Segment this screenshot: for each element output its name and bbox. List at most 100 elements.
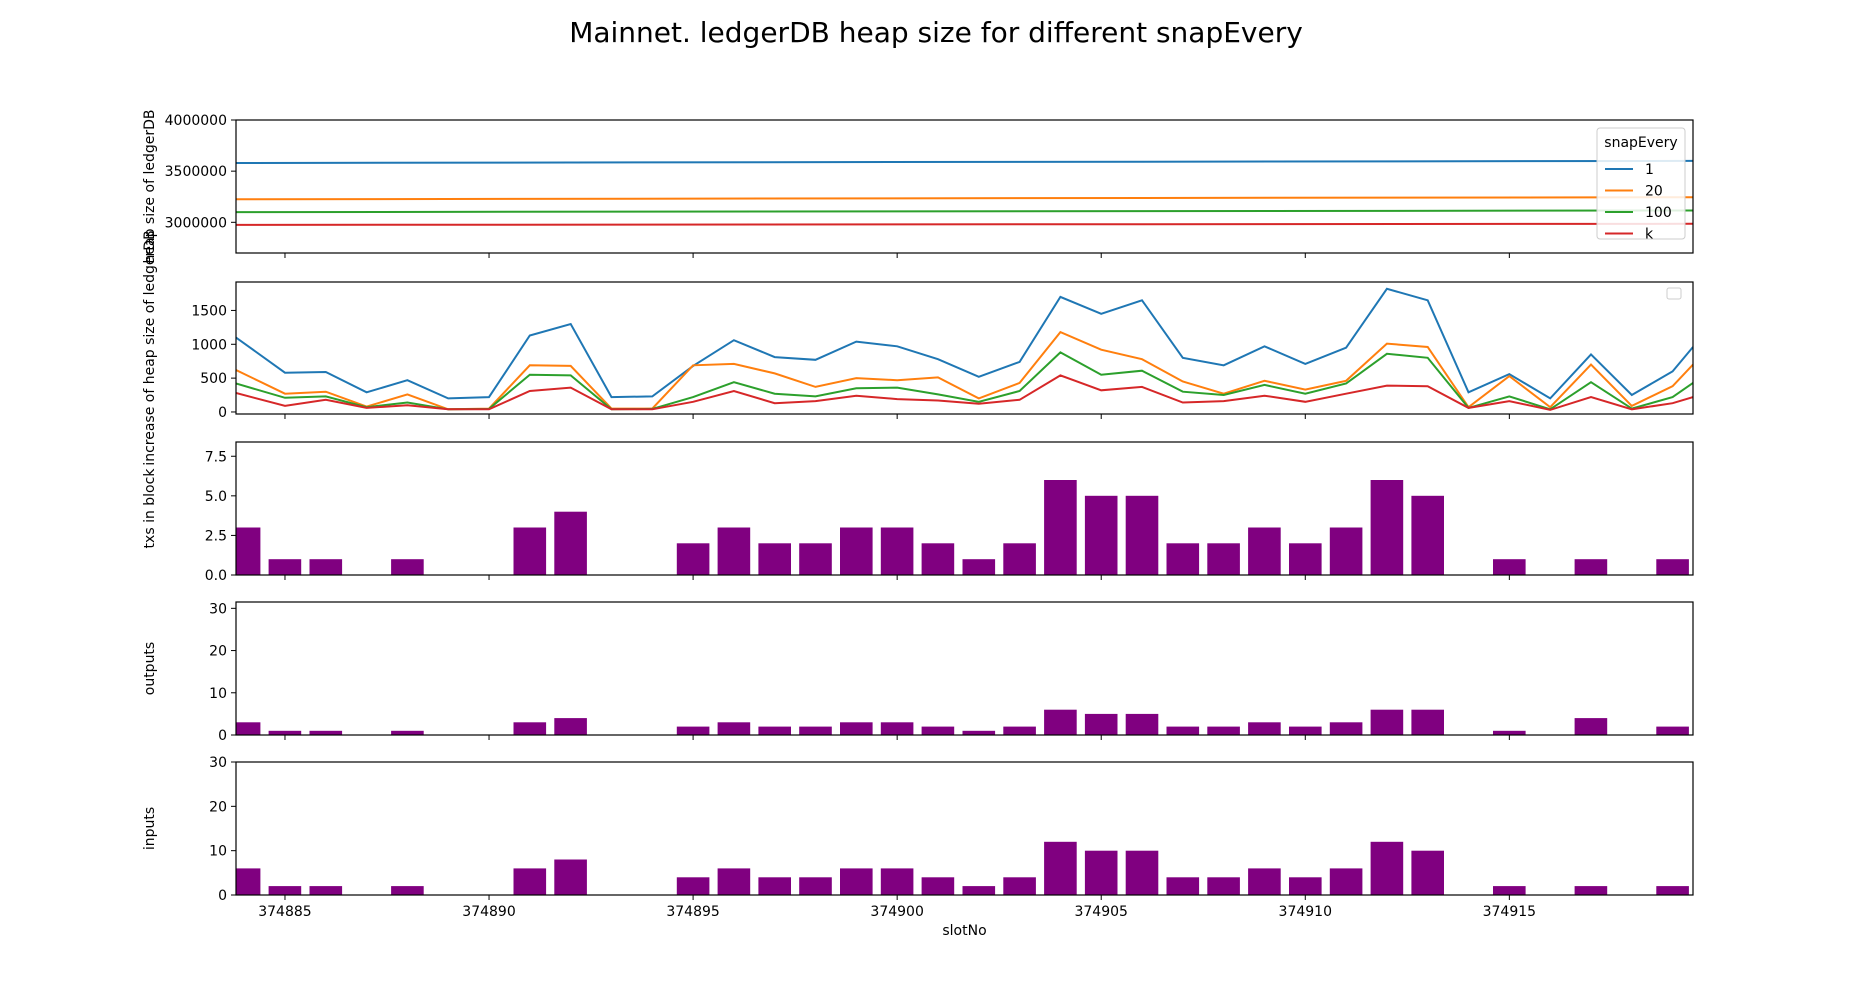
bar-outputs-374899 (840, 722, 873, 735)
ytick-label-outputs: 10 (209, 686, 227, 702)
bar-inputs-374888 (391, 886, 424, 895)
bar-txs-374886 (309, 559, 343, 575)
bar-txs-374920 (1697, 512, 1730, 575)
bar-inputs-374897 (758, 877, 791, 895)
bar-inputs-374891 (513, 868, 547, 895)
bar-outputs-374905 (1084, 713, 1118, 735)
bar-inputs-374895 (676, 877, 710, 895)
bar-inputs-374885 (268, 886, 302, 895)
legend-label-20: 20 (1645, 184, 1663, 200)
bar-txs-374900 (880, 527, 914, 575)
series-line-increase-k (236, 374, 1693, 411)
bar-txs-374903 (1003, 543, 1036, 575)
bar-outputs-374897 (758, 726, 791, 735)
xtick-label: 374885 (258, 904, 311, 920)
bar-inputs-374906 (1125, 850, 1159, 895)
bar-inputs-374904 (1044, 841, 1077, 895)
y-axis-label-heap: heap size of ledgerDB (142, 110, 158, 264)
xtick-label: 374890 (462, 904, 515, 920)
bar-outputs-374903 (1003, 726, 1036, 735)
plot-area-inputs (236, 841, 1730, 896)
panel-increase: 0 500 1000 1500 increase of heap size of led… (142, 230, 1694, 466)
chart-title: Mainnet. ledgerDB heap size for differen… (569, 16, 1303, 49)
bar-txs-374899 (840, 527, 873, 575)
bar-inputs-374892 (554, 859, 587, 895)
bar-txs-374906 (1125, 495, 1159, 575)
series-line-increase-1 (236, 287, 1693, 400)
bar-outputs-374900 (880, 722, 914, 735)
bar-outputs-374920 (1697, 718, 1730, 735)
series-line-heap-k (236, 222, 1693, 226)
bar-inputs-374899 (840, 868, 873, 895)
series-line-heap-20 (236, 196, 1693, 201)
bar-txs-374904 (1044, 480, 1077, 575)
ytick-label-txs: 5.0 (205, 489, 227, 505)
bar-txs-374917 (1574, 559, 1608, 575)
ytick-label-inputs: 20 (209, 799, 227, 815)
axes-frame-txs (235, 441, 1694, 576)
bar-txs-374915 (1493, 559, 1526, 575)
panel-inputs: 0 10 20 30 374885 374890 374895 374900 374905 374… (142, 755, 1730, 939)
bar-txs-374908 (1207, 543, 1240, 575)
bar-inputs-374910 (1289, 877, 1322, 895)
bar-outputs-374904 (1044, 709, 1077, 735)
bar-txs-374888 (391, 559, 424, 575)
series-line-heap-100 (236, 209, 1693, 214)
bar-outputs-374886 (309, 730, 343, 735)
ytick-label-txs: 2.5 (205, 528, 227, 544)
series-line-increase-100 (236, 351, 1693, 411)
panel-heap: 3000000 3500000 4000000 heap size of ledger… (142, 110, 1694, 264)
plot-area-outputs (236, 709, 1730, 735)
bar-inputs-374908 (1207, 877, 1240, 895)
bar-inputs-374886 (309, 886, 343, 895)
xtick-label: 374895 (666, 904, 719, 920)
legend-empty-box (1666, 287, 1682, 300)
bar-outputs-374909 (1248, 722, 1281, 735)
bar-txs-374892 (554, 511, 587, 575)
plot-area-heap (236, 159, 1693, 226)
bar-inputs-374896 (717, 868, 751, 895)
bar-inputs-374920 (1697, 860, 1730, 896)
bar-inputs-374898 (799, 877, 832, 895)
legend-title: snapEvery (1604, 135, 1677, 151)
bar-inputs-374917 (1574, 886, 1608, 895)
bar-inputs-374911 (1329, 868, 1363, 895)
panel-outputs: 0 10 20 30 outputs (142, 601, 1730, 744)
bar-outputs-374910 (1289, 726, 1322, 735)
bar-txs-374911 (1329, 527, 1363, 575)
ytick-label-outputs: 20 (209, 644, 227, 660)
ytick-label-outputs: 30 (209, 601, 227, 617)
bar-txs-374905 (1084, 495, 1118, 575)
ytick-label-txs: 0.0 (205, 568, 227, 584)
bar-inputs-374912 (1370, 841, 1404, 895)
y-axis-label-inputs: inputs (142, 807, 158, 850)
axes-frame-inputs (235, 761, 1694, 896)
bar-txs-374919 (1656, 559, 1689, 575)
bar-txs-374910 (1289, 543, 1322, 575)
y-axis-label-outputs: outputs (142, 642, 158, 695)
bar-outputs-374898 (799, 726, 832, 735)
bar-txs-374897 (758, 543, 791, 575)
x-axis-label: slotNo (942, 923, 986, 939)
plot-area-increase (236, 287, 1693, 411)
bar-txs-374907 (1166, 543, 1200, 575)
bar-txs-374891 (513, 527, 547, 575)
ytick-label-inputs: 0 (218, 888, 227, 904)
bar-inputs-374900 (880, 868, 914, 895)
ytick-label-increase: 1000 (191, 337, 227, 353)
ytick-label-heap: 3000000 (165, 215, 227, 231)
ytick-label-heap: 4000000 (165, 113, 227, 129)
bar-inputs-374909 (1248, 868, 1281, 895)
y-axis-label-txs: txs in block (142, 468, 158, 549)
panel-txs: 0.0 2.5 5.0 7.5 txs in block (142, 441, 1730, 584)
ytick-label-increase: 500 (200, 371, 227, 387)
subplots: 3000000 3500000 4000000 heap size of ledger… (142, 110, 1730, 939)
bar-inputs-374907 (1166, 877, 1200, 895)
bar-inputs-374901 (921, 877, 955, 895)
bar-outputs-374908 (1207, 726, 1240, 735)
bar-outputs-374884 (236, 722, 261, 735)
bar-txs-374901 (921, 543, 955, 575)
bar-txs-374885 (268, 559, 302, 575)
xtick-label: 374900 (870, 904, 923, 920)
